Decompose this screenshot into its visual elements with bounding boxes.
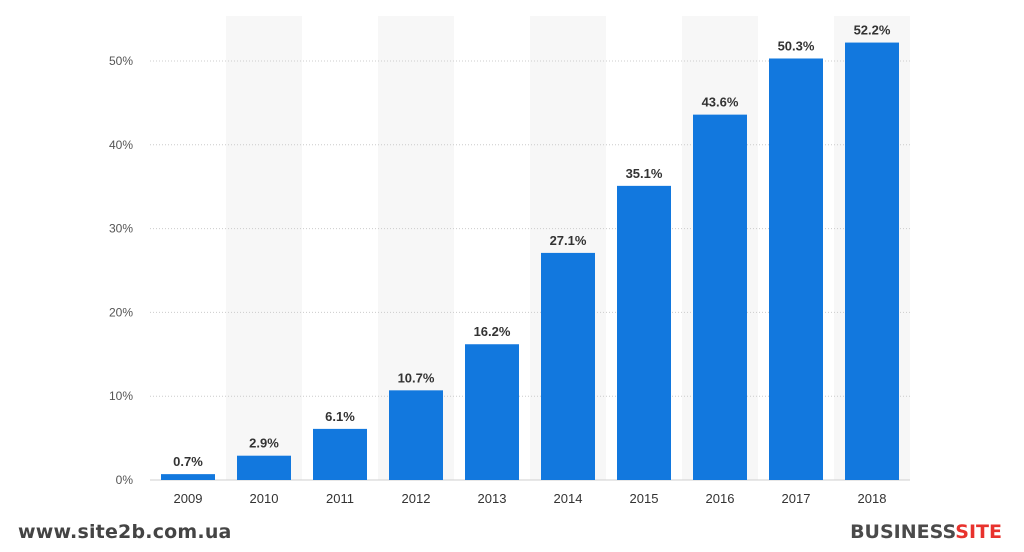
data-label-2009: 0.7% — [173, 454, 203, 469]
y-tick-label: 50% — [109, 54, 133, 68]
data-labels: 0.7% 2.9% 6.1% 10.7% 16.2% 27.1% 35.1% 43.6% 50.… — [173, 23, 891, 470]
y-tick-label: 30% — [109, 222, 133, 236]
data-label-2017: 50.3% — [778, 38, 815, 53]
x-tick-label-2016: 2016 — [706, 491, 735, 506]
data-label-2013: 16.2% — [474, 324, 511, 339]
bar-2017 — [769, 58, 823, 481]
bar-2009 — [161, 474, 215, 480]
data-label-2010: 2.9% — [249, 436, 279, 451]
brand-logo: BUSINESSSITE — [850, 521, 1002, 543]
x-tick-label-2010: 2010 — [250, 491, 279, 506]
bar-2015 — [617, 185, 671, 480]
bar-2011 — [313, 428, 367, 480]
x-tick-label-2013: 2013 — [478, 491, 507, 506]
data-label-2018: 52.2% — [854, 23, 891, 38]
bar-2012 — [389, 390, 443, 480]
x-tick-label-2011: 2011 — [326, 491, 354, 506]
bar-2010 — [237, 455, 291, 480]
x-tick-label-2009: 2009 — [174, 491, 203, 506]
x-tick-label-2018: 2018 — [858, 491, 887, 506]
y-tick-label: 10% — [109, 389, 133, 403]
brand-part-site: SITE — [955, 521, 1002, 543]
y-tick-label: 40% — [109, 138, 133, 152]
bar-2018 — [845, 42, 899, 481]
y-axis-ticks: 0% 10% 20% 30% 40% 50% — [109, 54, 133, 487]
bar-2016 — [693, 114, 747, 481]
bars — [161, 42, 899, 481]
brand-part-business: BUSINESS — [850, 521, 956, 543]
data-label-2014: 27.1% — [550, 233, 587, 248]
bar-2013 — [465, 344, 519, 480]
data-label-2011: 6.1% — [325, 409, 355, 424]
data-label-2015: 35.1% — [626, 166, 663, 181]
x-tick-label-2012: 2012 — [402, 491, 431, 506]
data-label-2012: 10.7% — [398, 370, 435, 385]
website-url: www.site2b.com.ua — [18, 521, 232, 543]
y-tick-label: 0% — [116, 473, 134, 487]
x-tick-label-2014: 2014 — [554, 491, 583, 506]
x-tick-label-2015: 2015 — [630, 491, 659, 506]
x-tick-label-2017: 2017 — [782, 491, 811, 506]
x-axis-ticks: 2009 2010 2011 2012 2013 2014 2015 2016 2017 2018 — [174, 491, 887, 506]
band-2010 — [226, 16, 302, 480]
data-label-2016: 43.6% — [702, 95, 739, 110]
bar-2014 — [541, 252, 595, 480]
y-tick-label: 20% — [109, 305, 133, 319]
